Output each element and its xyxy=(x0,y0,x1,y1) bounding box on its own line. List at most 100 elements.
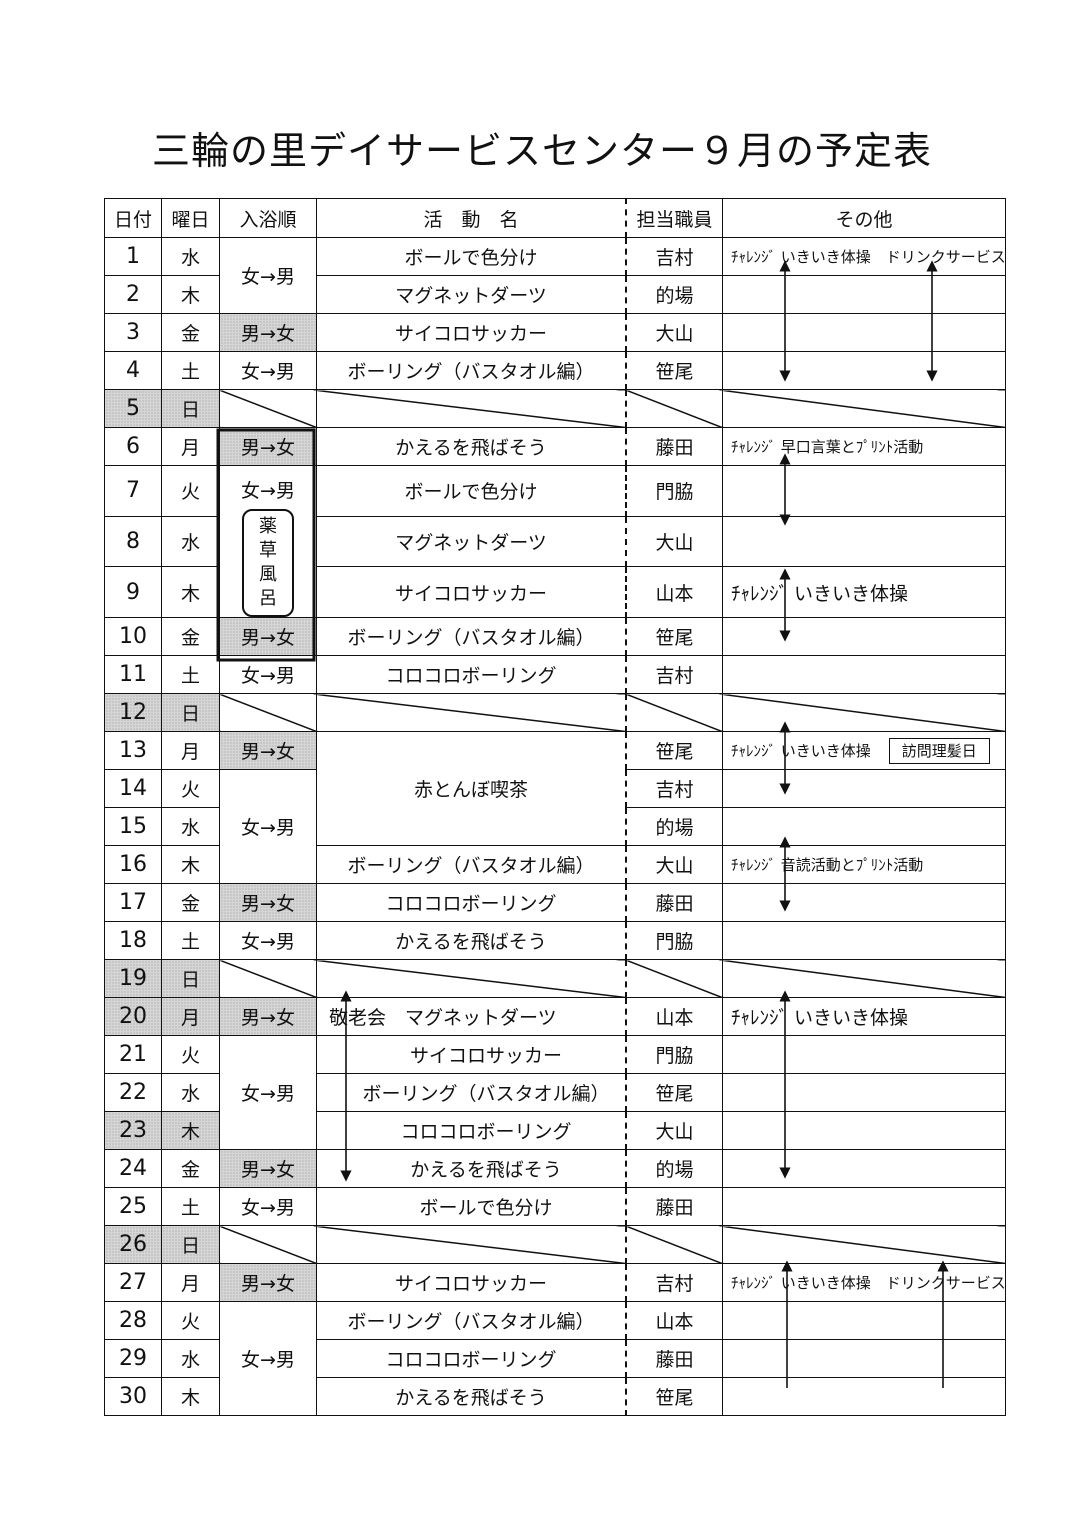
date-cell: 8 xyxy=(104,515,162,568)
staff-cell: 大山 xyxy=(625,313,723,352)
herbal-bath-badge: 薬草風呂 xyxy=(242,509,294,617)
activity-cell: ボーリング（バスタオル編） xyxy=(316,351,627,390)
activity-cell: コロコロボーリング xyxy=(316,883,627,922)
staff-cell: 笹尾 xyxy=(625,617,723,656)
bath-order-cell: 女→男 xyxy=(219,1035,317,1150)
date-cell: 11 xyxy=(104,655,162,694)
weekday-cell: 水 xyxy=(161,807,220,846)
activity-cell: 赤とんぼ喫茶 xyxy=(316,731,627,846)
other-cell xyxy=(722,959,1006,998)
date-cell: 3 xyxy=(104,313,162,352)
other-cell xyxy=(722,1073,1006,1112)
other-cell xyxy=(722,515,1006,568)
date-cell: 7 xyxy=(104,465,162,517)
other-cell xyxy=(722,1111,1006,1150)
other-cell xyxy=(722,275,1006,314)
bath-order-cell: 女→男 xyxy=(219,921,317,960)
schedule-row: 2 木 マグネットダーツ 的場 xyxy=(104,275,1006,314)
schedule-row: 28 火女→男 ボーリング（バスタオル編） 山本 xyxy=(104,1301,1006,1416)
staff-cell xyxy=(625,389,723,428)
schedule-row: 11 土女→男 コロコロボーリング 吉村 xyxy=(104,655,1006,694)
date-cell: 30 xyxy=(104,1377,162,1416)
activity-cell: コロコロボーリング xyxy=(316,1111,627,1150)
activity-cell: ボーリング（バスタオル編） xyxy=(316,1301,627,1340)
staff-cell: 笹尾 xyxy=(625,351,723,390)
activity-cell: ボールで色分け xyxy=(316,1187,627,1226)
weekday-cell: 日 xyxy=(161,389,220,428)
staff-cell: 的場 xyxy=(625,1149,723,1188)
date-cell: 14 xyxy=(104,769,162,808)
bath-order-cell: 女→男 xyxy=(219,655,317,694)
other-cell xyxy=(722,1339,1006,1378)
date-cell: 27 xyxy=(104,1263,162,1302)
date-cell: 13 xyxy=(104,731,162,770)
schedule-row: 16 木 ボーリング（バスタオル編） 大山 ﾁｬﾚﾝｼﾞ 音読活動とﾌﾟﾘﾝﾄ活動 xyxy=(104,845,1006,884)
other-cell xyxy=(722,1377,1006,1416)
date-cell: 17 xyxy=(104,883,162,922)
bath-order-text: 男→女 xyxy=(241,1273,295,1295)
schedule-row: 23 木 コロコロボーリング 大山 xyxy=(104,1111,1006,1150)
staff-cell: 的場 xyxy=(625,275,723,314)
weekday-cell: 火 xyxy=(161,1301,220,1340)
weekday-cell: 日 xyxy=(161,959,220,998)
staff-cell xyxy=(625,1225,723,1264)
other-cell xyxy=(722,1035,1006,1074)
staff-cell: 門脇 xyxy=(625,921,723,960)
other-cell: ﾁｬﾚﾝｼﾞ 音読活動とﾌﾟﾘﾝﾄ活動 xyxy=(722,845,1006,884)
schedule-row: 13 月男→女 赤とんぼ喫茶 笹尾 ﾁｬﾚﾝｼﾞ いきいき体操 訪問理髪日 xyxy=(104,731,1006,846)
header-bath-order: 入浴順 xyxy=(219,198,317,238)
bath-order-text: 男→女 xyxy=(241,323,295,345)
bath-order-text: 男→女 xyxy=(241,437,295,459)
other-cell xyxy=(722,1149,1006,1188)
activity-cell: ボーリング（バスタオル編） xyxy=(316,845,627,884)
weekday-cell: 金 xyxy=(161,1149,220,1188)
staff-cell: 吉村 xyxy=(625,655,723,694)
date-cell: 5 xyxy=(104,389,162,428)
activity-cell: サイコロサッカー xyxy=(316,313,627,352)
staff-cell: 門脇 xyxy=(625,465,723,517)
weekday-cell: 水 xyxy=(161,515,220,568)
staff-cell: 藤田 xyxy=(625,1187,723,1226)
weekday-cell: 日 xyxy=(161,1225,220,1264)
header-row: 日付 曜日 入浴順 活 動 名 担当職員 その他 xyxy=(104,198,1006,238)
bath-order-text: 女→男 xyxy=(241,1197,295,1219)
staff-cell: 藤田 xyxy=(625,427,723,466)
bath-order-text: 女→男 xyxy=(241,931,295,953)
schedule-row: 1 水女→男 ボールで色分け 吉村 ﾁｬﾚﾝｼﾞ いきいき体操 ドリンクサービス xyxy=(104,237,1006,314)
bath-order-cell: 男→女 xyxy=(219,313,317,352)
staff-cell: 山本 xyxy=(625,566,723,618)
weekday-cell: 金 xyxy=(161,883,220,922)
header-staff: 担当職員 xyxy=(625,198,723,238)
staff-cell xyxy=(625,959,723,998)
other-cell: ﾁｬﾚﾝｼﾞ いきいき体操 ドリンクサービス xyxy=(722,237,1006,276)
bath-order-text: 女→男 xyxy=(241,361,295,383)
other-cell xyxy=(722,1225,1006,1264)
other-note: ﾁｬﾚﾝｼﾞ 早口言葉とﾌﾟﾘﾝﾄ活動 xyxy=(731,438,924,456)
bath-order-cell: 男→女 xyxy=(219,617,317,656)
other-cell xyxy=(722,617,1006,656)
schedule-row: 12 日 xyxy=(104,693,1006,732)
weekday-cell: 木 xyxy=(161,845,220,884)
date-cell: 12 xyxy=(104,693,162,732)
schedule-row: 18 土女→男 かえるを飛ばそう 門脇 xyxy=(104,921,1006,960)
staff-cell: 大山 xyxy=(625,1111,723,1150)
bath-order-text: 女→男 xyxy=(241,817,295,839)
other-note: ﾁｬﾚﾝｼﾞ いきいき体操 ドリンクサービス xyxy=(731,1274,1006,1292)
schedule-row: 24 金男→女 かえるを飛ばそう 的場 xyxy=(104,1149,1006,1188)
weekday-cell: 土 xyxy=(161,1187,220,1226)
header-activity: 活 動 名 xyxy=(316,198,627,238)
other-cell xyxy=(722,883,1006,922)
other-note: ﾁｬﾚﾝｼﾞ 音読活動とﾌﾟﾘﾝﾄ活動 xyxy=(731,856,924,874)
other-cell xyxy=(722,921,1006,960)
date-cell: 29 xyxy=(104,1339,162,1378)
date-cell: 28 xyxy=(104,1301,162,1340)
bath-order-text: 女→男 xyxy=(241,1083,295,1105)
schedule-row: 3 金男→女 サイコロサッカー 大山 xyxy=(104,313,1006,352)
other-note: ﾁｬﾚﾝｼﾞ いきいき体操 xyxy=(731,1007,909,1029)
date-cell: 23 xyxy=(104,1111,162,1150)
bath-order-text: 男→女 xyxy=(241,893,295,915)
weekday-cell: 火 xyxy=(161,1035,220,1074)
date-cell: 20 xyxy=(104,997,162,1036)
